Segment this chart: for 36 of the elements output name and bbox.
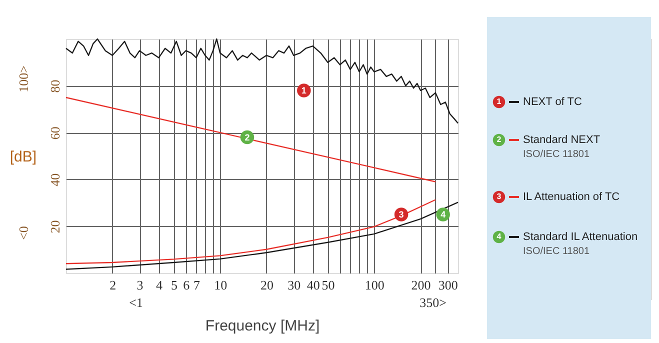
y-axis-title: [dB]: [10, 148, 36, 166]
x-axis-title: Frequency [MHz]: [205, 318, 320, 334]
x-tick-label: 50: [322, 278, 335, 292]
text: 2: [496, 135, 502, 144]
text: 1: [496, 97, 502, 106]
text: 3: [496, 192, 502, 201]
annotation: 2: [244, 132, 250, 142]
x-tick-label: 30: [288, 278, 301, 292]
x-tick-label: 5: [170, 278, 178, 292]
x-tick-label: 40: [306, 278, 320, 292]
x-tick-label: 2: [110, 278, 116, 292]
legend-label: Standard IL Attenuation ISO/IEC 11801: [523, 231, 638, 257]
text: 350>: [420, 295, 446, 310]
legend-label: Standard NEXT ISO/IEC 11801: [523, 134, 600, 160]
x-tick-label: 20: [260, 278, 274, 292]
legend-label: NEXT of TC: [523, 96, 582, 108]
y-tick-label: 60: [48, 126, 62, 140]
annotation: 4: [440, 210, 446, 220]
x-tick-label: 200: [411, 278, 431, 292]
y-tick-label: 40: [48, 173, 62, 186]
x-tick-label: 4: [156, 278, 164, 292]
x-tick-label: 7: [193, 278, 200, 292]
text: 4: [496, 232, 502, 241]
annotation: 3: [398, 210, 404, 220]
text: <0: [16, 226, 31, 240]
y-tick-label: 80: [48, 80, 62, 93]
legend-label: IL Attenuation of TC: [523, 191, 620, 203]
text: <1: [129, 295, 143, 310]
x-tick-label: 100: [364, 278, 384, 292]
x-tick-label: 3: [136, 278, 144, 292]
x-tick-label: 300: [438, 278, 458, 292]
text: 100>: [16, 66, 31, 92]
x-tick-label: 6: [183, 278, 190, 292]
annotation: 1: [301, 85, 306, 96]
x-tick-label: 10: [214, 278, 228, 292]
y-tick-label: 20: [48, 220, 62, 234]
